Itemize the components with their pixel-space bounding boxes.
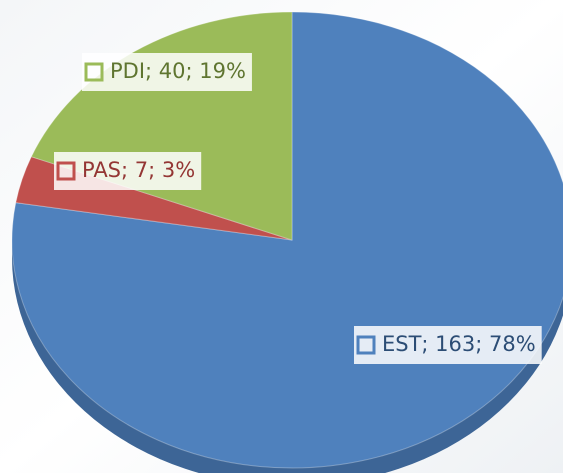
data-label: EST; 163; 78% xyxy=(354,326,542,364)
legend-key xyxy=(356,335,376,355)
data-label: PDI; 40; 19% xyxy=(82,53,252,91)
label-text: EST; 163; 78% xyxy=(382,332,536,356)
label-box xyxy=(54,152,202,190)
label-text: PAS; 7; 3% xyxy=(82,158,195,182)
label-text: PDI; 40; 19% xyxy=(110,59,246,83)
legend-key xyxy=(84,62,104,82)
data-label: PAS; 7; 3% xyxy=(54,152,202,190)
label-box xyxy=(82,53,252,91)
label-box xyxy=(354,326,542,364)
legend-key xyxy=(56,161,76,181)
